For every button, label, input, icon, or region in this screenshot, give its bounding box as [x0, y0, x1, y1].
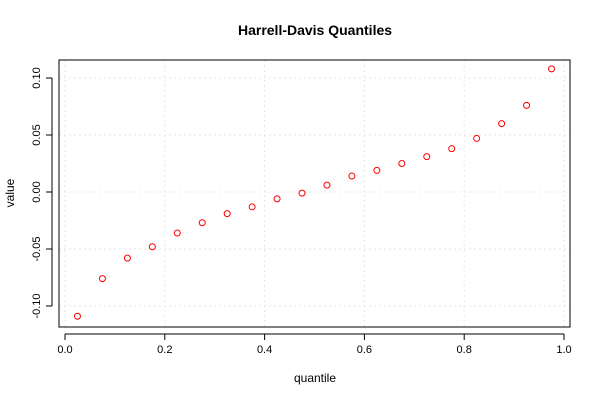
data-point-12 — [373, 166, 381, 174]
data-point-18 — [523, 101, 531, 109]
x-tick-label-1: 0.2 — [157, 344, 172, 356]
data-point-3 — [148, 243, 156, 251]
data-point-4 — [173, 229, 181, 237]
data-point-19 — [548, 65, 556, 73]
data-point-6 — [223, 210, 231, 218]
y-tick-label-1: -0.05 — [31, 236, 43, 261]
x-tick-label-0: 0.0 — [57, 344, 72, 356]
y-tick-label-4: 0.10 — [31, 67, 43, 88]
data-point-9 — [298, 189, 306, 197]
data-point-7 — [248, 203, 256, 211]
plot-area — [58, 59, 571, 328]
y-axis-label: value — [3, 178, 17, 207]
x-axis: 0.0 0.2 0.4 0.6 0.8 1.0 — [57, 333, 572, 356]
data-point-17 — [498, 120, 506, 128]
x-tick-label-5: 1.0 — [556, 344, 571, 356]
data-point-5 — [198, 219, 206, 227]
y-axis: -0.10 -0.05 0.00 0.05 0.10 — [31, 67, 53, 319]
x-tick-label-4: 0.8 — [457, 344, 472, 356]
grid — [59, 60, 570, 327]
y-tick-label-2: 0.00 — [31, 181, 43, 202]
x-tick-label-3: 0.6 — [357, 344, 372, 356]
data-point-11 — [348, 172, 356, 180]
data-points — [73, 65, 556, 320]
data-point-2 — [123, 254, 131, 262]
chart-title: Harrell-Davis Quantiles — [238, 22, 392, 38]
y-tick-label-0: -0.10 — [31, 293, 43, 318]
data-point-15 — [448, 145, 456, 153]
x-tick-label-2: 0.4 — [257, 344, 272, 356]
data-point-1 — [98, 275, 106, 283]
data-point-13 — [398, 160, 406, 167]
data-point-16 — [473, 134, 481, 142]
data-point-10 — [323, 181, 331, 189]
x-axis-label: quantile — [294, 371, 336, 385]
data-point-8 — [273, 195, 281, 203]
y-tick-label-3: 0.05 — [31, 124, 43, 145]
data-point-0 — [73, 312, 81, 320]
data-point-14 — [423, 153, 431, 161]
